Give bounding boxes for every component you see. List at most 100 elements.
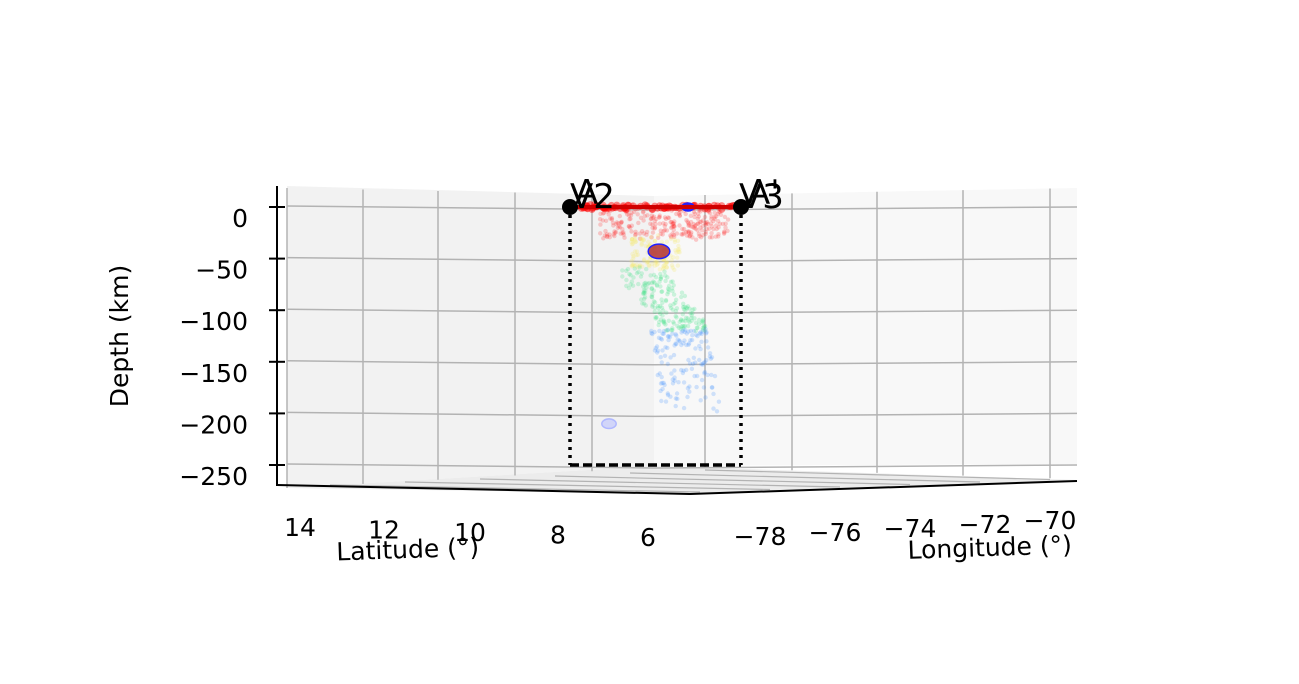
earthquake-point: [663, 297, 669, 303]
earthquake-point: [696, 231, 702, 236]
earthquake-point: [675, 238, 681, 243]
earthquake-point: [684, 342, 689, 348]
earthquake-point: [663, 273, 668, 278]
x-axis-spine: [276, 484, 691, 495]
earthquake-point: [612, 230, 618, 236]
earthquake-point: [660, 300, 665, 305]
earthquake-point: [696, 317, 702, 323]
earthquake-point: [699, 362, 704, 367]
earthquake-point: [603, 218, 609, 223]
earthquake-point: [661, 319, 666, 324]
earthquake-point: [663, 345, 668, 350]
earthquake-point: [645, 213, 650, 218]
earthquake-point: [673, 403, 678, 409]
earthquake-point: [711, 391, 716, 397]
depth-grid-line-left: [286, 411, 655, 418]
earthquake-point: [713, 223, 719, 228]
earthquake-point: [666, 289, 671, 295]
depth-grid-line-left: [286, 205, 655, 211]
earthquake-point: [670, 307, 675, 312]
earthquake-point: [682, 329, 687, 335]
earthquake-point: [625, 266, 631, 272]
earthquake-point: [711, 218, 716, 224]
earthquake-point: [645, 281, 650, 286]
earthquake-point: [634, 249, 640, 254]
earthquake-point: [683, 315, 689, 320]
earthquake-point: [674, 315, 679, 320]
earthquake-point: [706, 209, 712, 214]
earthquake-point: [637, 231, 643, 236]
earthquake-point: [614, 220, 620, 225]
earthquake-point: [709, 214, 714, 219]
earthquake-point: [700, 218, 706, 223]
earthquake-point: [674, 250, 679, 255]
earthquake-point: [647, 256, 653, 261]
earthquake-point: [684, 233, 690, 238]
earthquake-point: [666, 283, 672, 289]
right-pane: [654, 188, 1077, 466]
earthquake-point: [670, 279, 675, 284]
earthquake-point: [662, 228, 667, 233]
earthquake-point: [702, 220, 708, 226]
earthquake-point: [708, 356, 713, 361]
earthquake-point: [654, 262, 660, 268]
earthquake-point: [669, 219, 674, 225]
earthquake-point: [698, 225, 703, 230]
earthquake-point: [656, 335, 662, 340]
earthquake-point: [640, 301, 645, 306]
earthquake-point: [671, 319, 676, 325]
earthquake-point: [630, 263, 636, 268]
earthquake-point: [716, 225, 721, 230]
earthquake-point: [650, 230, 656, 235]
earthquake-point: [651, 214, 657, 219]
earthquake-point: [677, 338, 682, 343]
earthquake-point: [669, 371, 674, 376]
earthquake-point: [642, 214, 647, 219]
earthquake-point: [658, 284, 663, 289]
earthquake-point: [693, 320, 699, 325]
earthquake-point: [665, 334, 671, 339]
earthquake-point: [679, 324, 684, 329]
earthquake-point: [656, 319, 662, 325]
earthquake-point: [631, 256, 636, 261]
earthquake-point: [714, 409, 720, 414]
earthquake-point: [723, 225, 728, 230]
earthquake-point: [660, 232, 665, 237]
earthquake-point: [679, 318, 684, 323]
floor-grid-line: [704, 469, 1051, 481]
earthquake-point: [630, 283, 636, 288]
earthquake-point: [679, 342, 684, 348]
earthquake-point: [695, 325, 700, 331]
earthquake-point: [706, 222, 711, 227]
earthquake-point: [642, 283, 648, 288]
lat-tick-label: 6: [640, 523, 656, 552]
earthquake-point: [683, 230, 689, 235]
earthquake-point: [699, 331, 704, 337]
earthquake-point: [664, 228, 670, 233]
earthquake-point: [652, 238, 658, 244]
earthquake-point: [659, 305, 665, 310]
earthquake-point: [675, 263, 681, 268]
earthquake-point: [631, 254, 636, 259]
earthquake-point: [703, 326, 708, 332]
earthquake-point: [651, 299, 657, 304]
earthquake-point: [620, 274, 625, 279]
earthquake-point: [704, 219, 710, 225]
lat-tick-label: 14: [284, 513, 316, 542]
earthquake-point: [652, 300, 658, 305]
earthquake-point: [611, 223, 616, 228]
floor-grid-line: [629, 472, 981, 483]
earthquake-point: [659, 297, 664, 302]
earthquake-point: [655, 348, 661, 353]
earthquake-point: [665, 292, 670, 297]
earthquake-point: [686, 220, 691, 226]
earthquake-point: [685, 323, 691, 329]
earthquake-point: [637, 263, 642, 268]
earthquake-point: [656, 235, 661, 240]
earthquake-point: [669, 328, 674, 333]
earthquake-point: [662, 224, 667, 229]
earthquake-point: [697, 331, 702, 336]
earthquake-point: [631, 209, 637, 215]
earthquake-point: [649, 280, 655, 286]
earthquake-point: [690, 224, 695, 230]
